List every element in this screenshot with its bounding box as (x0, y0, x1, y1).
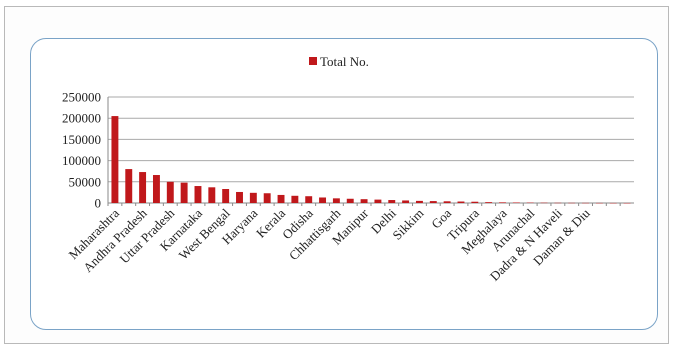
bar (443, 201, 451, 203)
legend-swatch (309, 57, 317, 65)
bar (236, 191, 243, 203)
bar (263, 193, 271, 203)
y-tick-label: 0 (95, 196, 102, 211)
bar (457, 201, 465, 203)
bar (111, 116, 119, 203)
bar (415, 200, 423, 203)
y-tick-label: 200000 (62, 111, 101, 126)
bar (249, 192, 257, 203)
y-tick-label: 250000 (62, 90, 101, 105)
bar (402, 200, 410, 203)
bar (166, 181, 174, 203)
bar (471, 201, 479, 203)
bar (152, 175, 160, 203)
bar (277, 194, 285, 203)
bar (429, 201, 437, 203)
bar (388, 200, 396, 203)
bar (485, 202, 493, 203)
bar (332, 198, 340, 203)
y-tick-label: 50000 (69, 174, 102, 189)
bars (107, 116, 631, 206)
bar (374, 199, 382, 203)
bar (291, 195, 299, 203)
chart-area-border (30, 38, 658, 330)
y-tick-label: 150000 (62, 132, 101, 147)
y-tick-label: 100000 (62, 153, 101, 168)
bar (319, 197, 327, 203)
legend-label: Total No. (320, 54, 369, 69)
bar (125, 169, 133, 203)
bar (360, 199, 368, 203)
bar (194, 186, 202, 203)
bar (180, 182, 188, 203)
legend: Total No. (309, 54, 369, 69)
bar (208, 187, 216, 203)
bar (222, 189, 230, 203)
x-tick-label: Sikkim (389, 206, 426, 243)
y-axis: 250000 200000 150000 100000 50000 0 (62, 90, 109, 211)
bar (305, 196, 313, 203)
bar (139, 172, 147, 203)
bar (346, 198, 354, 203)
bar (499, 202, 506, 203)
bar (512, 202, 520, 203)
